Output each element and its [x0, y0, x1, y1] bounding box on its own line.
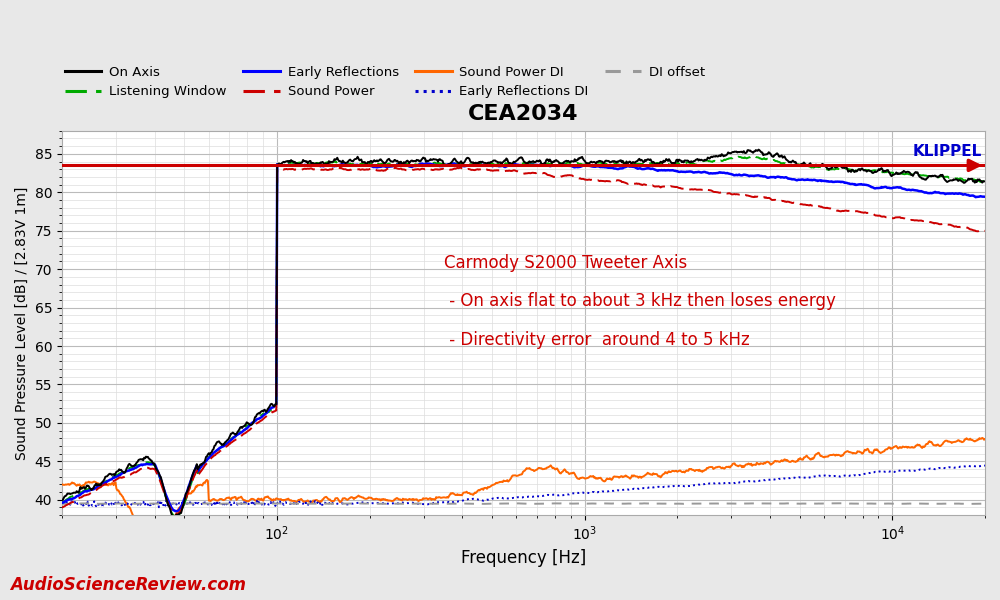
Text: AudioScienceReview.com: AudioScienceReview.com: [10, 576, 246, 594]
Title: CEA2034: CEA2034: [468, 104, 579, 124]
Legend: On Axis, Listening Window, Early Reflections, Sound Power, Sound Power DI, Early: On Axis, Listening Window, Early Reflect…: [59, 61, 711, 104]
X-axis label: Frequency [Hz]: Frequency [Hz]: [461, 549, 586, 567]
Text: Carmody S2000 Tweeter Axis: Carmody S2000 Tweeter Axis: [444, 254, 688, 272]
Text: - On axis flat to about 3 kHz then loses energy: - On axis flat to about 3 kHz then loses…: [444, 292, 836, 310]
Y-axis label: Sound Pressure Level [dB] / [2.83V 1m]: Sound Pressure Level [dB] / [2.83V 1m]: [15, 186, 29, 460]
Text: - Directivity error  around 4 to 5 kHz: - Directivity error around 4 to 5 kHz: [444, 331, 750, 349]
Text: KLIPPEL: KLIPPEL: [912, 144, 982, 159]
